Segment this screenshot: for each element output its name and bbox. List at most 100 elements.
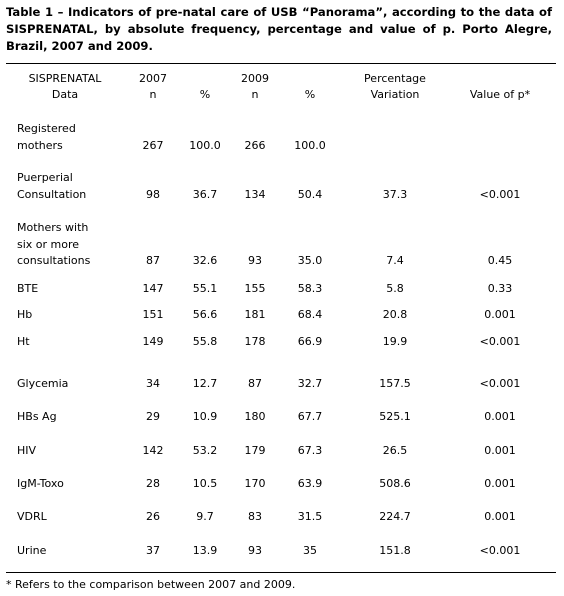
table-cell: 93 xyxy=(248,254,262,267)
table-cell: <0.001 xyxy=(479,544,521,557)
table-cell: 68.4 xyxy=(297,308,323,321)
header-cell: % xyxy=(199,88,211,101)
table-cell: 9.7 xyxy=(196,510,214,523)
table-cell: 100.0 xyxy=(294,138,326,152)
row-label: six or more xyxy=(17,237,80,251)
table-cell: 10.9 xyxy=(192,410,218,423)
table-cell: 151 xyxy=(142,308,164,321)
row-label: IgM-Toxo xyxy=(17,477,64,490)
row-label: Registered xyxy=(17,122,76,135)
table-cell: 93 xyxy=(248,544,262,557)
table-cell: 34 xyxy=(146,377,160,390)
table-cell: 55.8 xyxy=(192,335,218,348)
table-cell: 157.5 xyxy=(379,377,411,390)
table-cell: 149 xyxy=(142,335,164,348)
footnote: * Refers to the comparison between 2007 … xyxy=(6,578,296,591)
row-label: HBs Ag xyxy=(17,410,57,423)
table-cell: 266 xyxy=(244,138,266,152)
table-cell: 224.7 xyxy=(379,510,411,523)
table-cell: 28 xyxy=(146,477,160,490)
row-label: Hb xyxy=(17,308,33,321)
table-cell: 32.6 xyxy=(192,254,218,267)
table-cell: 13.9 xyxy=(192,544,218,557)
table-cell: 180 xyxy=(244,410,266,423)
table-cell: 267 xyxy=(142,138,164,152)
table-cell: 10.5 xyxy=(192,477,218,490)
row-label: Puerperial xyxy=(17,171,73,184)
table-cell: <0.001 xyxy=(479,377,521,390)
header-cell: n xyxy=(149,88,157,101)
table-cell: 0.33 xyxy=(487,282,513,295)
header-cell: n xyxy=(251,88,259,101)
table-cell: 87 xyxy=(146,254,160,267)
table-cell: 134 xyxy=(244,187,266,201)
table-cell: 0.001 xyxy=(484,510,516,523)
table-cell: 170 xyxy=(244,477,266,490)
header-cell: 2009 xyxy=(241,72,269,85)
table-cell: 5.8 xyxy=(386,282,404,295)
table-cell: 147 xyxy=(142,282,164,295)
row-label: consultations xyxy=(17,254,91,267)
table-cell: 66.9 xyxy=(297,335,323,348)
table-cell: 87 xyxy=(248,377,262,390)
table-cell: 0.001 xyxy=(484,444,516,457)
table-cell: 0.001 xyxy=(484,308,516,321)
table-cell: 100.0 xyxy=(189,138,221,152)
table-cell: 20.8 xyxy=(382,308,408,321)
header-cell: Variation xyxy=(370,88,420,101)
row-label: mothers xyxy=(17,138,63,152)
table-cell: 155 xyxy=(244,282,266,295)
table-cell: 35 xyxy=(303,544,317,557)
table-cell: 0.001 xyxy=(484,477,516,490)
table-cell: 181 xyxy=(244,308,266,321)
header-cell: Data xyxy=(51,88,79,101)
row-label: BTE xyxy=(17,282,39,295)
table-cell: 98 xyxy=(146,187,160,201)
top-rule xyxy=(6,63,556,64)
table-cell: <0.001 xyxy=(479,187,521,201)
row-label: Urine xyxy=(17,544,47,557)
table-cell: 63.9 xyxy=(297,477,323,490)
table-cell: 67.7 xyxy=(297,410,323,423)
table-cell: 0.001 xyxy=(484,410,516,423)
header-cell: SISPRENATAL xyxy=(28,72,102,85)
table-cell: 178 xyxy=(244,335,266,348)
table-cell: 35.0 xyxy=(297,254,323,267)
header-cell: 2007 xyxy=(139,72,167,85)
row-label: Consultation xyxy=(17,187,87,201)
header-cell: Value of p* xyxy=(469,88,531,101)
table-cell: 55.1 xyxy=(192,282,218,295)
table-cell: 37 xyxy=(146,544,160,557)
header-cell: Percentage xyxy=(364,72,426,85)
header-cell: % xyxy=(304,88,316,101)
table-cell: 36.7 xyxy=(192,187,218,201)
table-cell: 525.1 xyxy=(379,410,411,423)
table-cell: 26.5 xyxy=(382,444,408,457)
table-cell: 67.3 xyxy=(297,444,323,457)
bottom-rule xyxy=(6,572,556,573)
table-cell: 56.6 xyxy=(192,308,218,321)
table-cell: 29 xyxy=(146,410,160,423)
table-cell: 179 xyxy=(244,444,266,457)
table-cell: 7.4 xyxy=(386,254,404,267)
table-cell: 142 xyxy=(142,444,164,457)
row-label: Mothers with xyxy=(17,221,89,234)
table-cell: 32.7 xyxy=(297,377,323,390)
table-cell: <0.001 xyxy=(479,335,521,348)
table-cell: 151.8 xyxy=(379,544,411,557)
row-label: Ht xyxy=(17,335,30,348)
table-cell: 508.6 xyxy=(379,477,411,490)
table-cell: 37.3 xyxy=(382,187,408,201)
row-label: Glycemia xyxy=(17,377,69,390)
table-cell: 0.45 xyxy=(487,254,513,267)
table-cell: 31.5 xyxy=(297,510,323,523)
row-label: HIV xyxy=(17,444,37,457)
table-cell: 26 xyxy=(146,510,160,523)
table-cell: 12.7 xyxy=(192,377,218,390)
table-cell: 50.4 xyxy=(297,187,323,201)
table-title: Table 1 – Indicators of pre-natal care o… xyxy=(6,5,552,53)
table-cell: 83 xyxy=(248,510,262,523)
table-cell: 19.9 xyxy=(382,335,408,348)
row-label: VDRL xyxy=(17,510,47,523)
